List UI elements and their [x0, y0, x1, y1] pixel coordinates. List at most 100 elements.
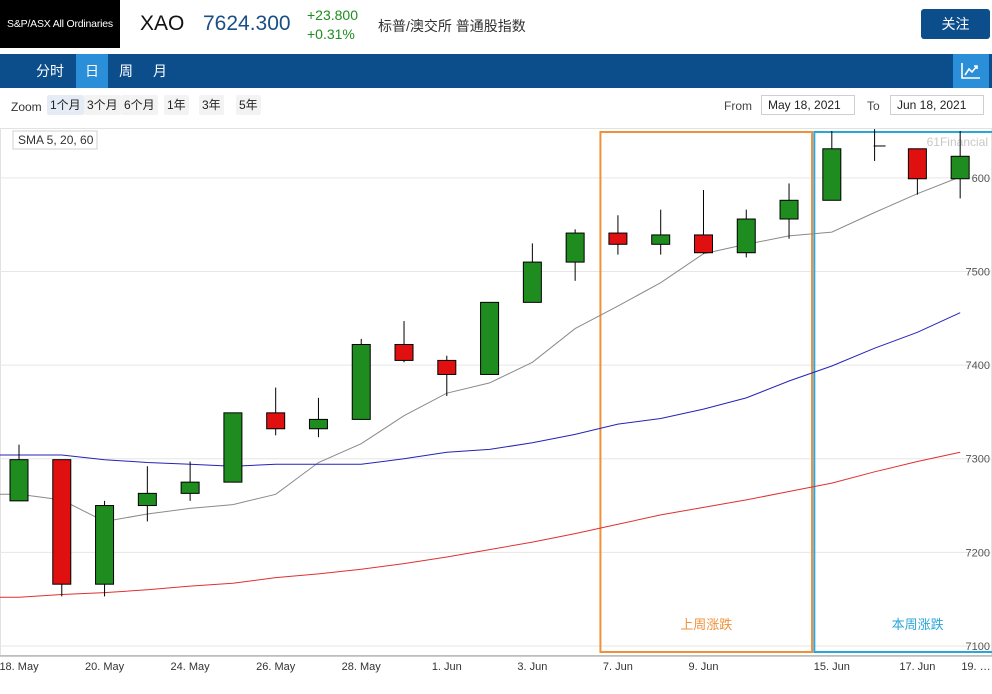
tab-daily[interactable]: 日: [76, 54, 108, 88]
x-tick-label: 18. May: [0, 661, 39, 673]
to-date-input[interactable]: [890, 95, 984, 115]
annotation-box: [599, 131, 814, 653]
candle: [736, 209, 756, 258]
candle-body: [180, 481, 200, 494]
zoom-5y-button[interactable]: 5年: [236, 95, 261, 115]
candle: [565, 229, 585, 281]
sma-legend-label: SMA 5, 20, 60: [18, 133, 94, 147]
x-tick-label: 26. May: [256, 661, 296, 673]
candle-body: [308, 418, 328, 430]
candle-body: [651, 234, 671, 245]
x-tick-label: 7. Jun: [603, 661, 633, 673]
y-axis-ticks: 600 7500 7400 7300 7200 7100: [966, 173, 990, 653]
x-tick-label: 28. May: [342, 661, 382, 673]
zoom-toolbar: Zoom 1个月 3个月 6个月 1年 3年 5年 From To: [0, 92, 992, 120]
x-tick-label: 24. May: [171, 661, 211, 673]
annotation-boxes: 上周涨跌 本周涨跌: [599, 131, 992, 653]
symbol: XAO: [140, 12, 185, 35]
y-tick-label: 7300: [966, 454, 990, 466]
candle-body: [522, 261, 542, 303]
candle-body: [950, 155, 970, 180]
candle-body: [480, 301, 500, 375]
candle: [873, 129, 886, 161]
candle: [180, 461, 200, 501]
candle: [351, 338, 371, 420]
watermark: 61Financial: [927, 135, 988, 149]
to-label: To: [867, 99, 880, 113]
x-tick-label: 15. Jun: [814, 661, 850, 673]
zoom-3y-button[interactable]: 3年: [199, 95, 224, 115]
candle-body: [137, 492, 157, 507]
candle-body: [437, 359, 457, 375]
sma-line-sma20: [0, 312, 961, 467]
candle: [266, 387, 286, 436]
tab-intraday[interactable]: 分时: [36, 63, 64, 79]
line-chart-icon[interactable]: [953, 54, 989, 88]
annotation-this-week: 本周涨跌: [813, 131, 992, 653]
candle-body: [736, 218, 756, 254]
candle-body: [223, 412, 243, 483]
sma-legend: SMA 5, 20, 60: [12, 130, 98, 150]
zoom-1y-button[interactable]: 1年: [164, 95, 189, 115]
index-description: 标普/澳交所 普通股指数: [378, 18, 526, 34]
tab-monthly[interactable]: 月: [153, 63, 167, 79]
annotation-label: 上周涨跌: [680, 617, 732, 632]
candle-body: [9, 459, 29, 502]
candle: [608, 215, 628, 255]
candlestick-chart: SMA 5, 20, 60 61Financial 上周涨跌 本周涨跌 600 75…: [0, 128, 992, 673]
candle: [137, 466, 157, 522]
quote-header: S&P/ASX All Ordinaries XAO 7624.300 +23.…: [0, 0, 992, 48]
y-tick-label: 7200: [966, 547, 990, 559]
candle: [223, 412, 243, 483]
zoom-3m-button[interactable]: 3个月: [84, 95, 121, 115]
y-tick-label: 7100: [966, 641, 990, 653]
candle-body: [351, 343, 371, 420]
candle: [437, 355, 457, 396]
zoom-6m-button[interactable]: 6个月: [121, 95, 158, 115]
candle-body: [693, 234, 713, 254]
candle-body: [394, 343, 414, 361]
candle: [308, 397, 328, 438]
candle: [95, 500, 115, 597]
candle-body: [822, 148, 842, 201]
candle-body: [608, 232, 628, 245]
candle-body: [907, 148, 927, 180]
candle-body: [95, 505, 115, 585]
candle: [9, 444, 29, 502]
candle: [907, 148, 927, 195]
price-change: +23.800 +0.31%: [307, 6, 358, 44]
annotation-label: 本周涨跌: [892, 617, 944, 632]
zoom-label: Zoom: [11, 100, 42, 114]
sma-line-sma5: [0, 176, 961, 523]
tab-weekly[interactable]: 周: [119, 63, 133, 79]
y-tick-label: 600: [972, 173, 990, 185]
period-tabs: 分时 日 周 月: [0, 54, 992, 88]
candle-body: [565, 232, 585, 263]
y-tick-label: 7500: [966, 266, 990, 278]
x-tick-label: 1. Jun: [432, 661, 462, 673]
x-tick-label: 17. Jun: [899, 661, 935, 673]
sma-line-sma60: [0, 451, 961, 598]
follow-button[interactable]: 关注: [921, 9, 990, 39]
candle: [779, 183, 799, 239]
x-axis-ticks: 18. May 20. May 24. May 26. May 28. May 1. Ju…: [0, 661, 991, 673]
candle-body: [779, 199, 799, 220]
change-absolute: +23.800: [307, 7, 358, 23]
annotation-box: [813, 131, 992, 653]
x-tick-label: 3. Jun: [517, 661, 547, 673]
candle: [480, 301, 500, 375]
candle-body: [52, 459, 72, 585]
candle-body: [266, 412, 286, 430]
candle: [693, 189, 713, 254]
x-tick-label: 20. May: [85, 661, 125, 673]
candle: [651, 209, 671, 255]
zoom-1m-button[interactable]: 1个月: [47, 95, 84, 115]
candle: [950, 131, 970, 199]
annotation-last-week: 上周涨跌: [599, 131, 814, 653]
candle: [522, 243, 542, 303]
sma-lines: [0, 176, 961, 598]
x-tick-label: 9. Jun: [688, 661, 718, 673]
change-percent: +0.31%: [307, 26, 355, 42]
candle: [822, 131, 842, 201]
from-date-input[interactable]: [761, 95, 855, 115]
